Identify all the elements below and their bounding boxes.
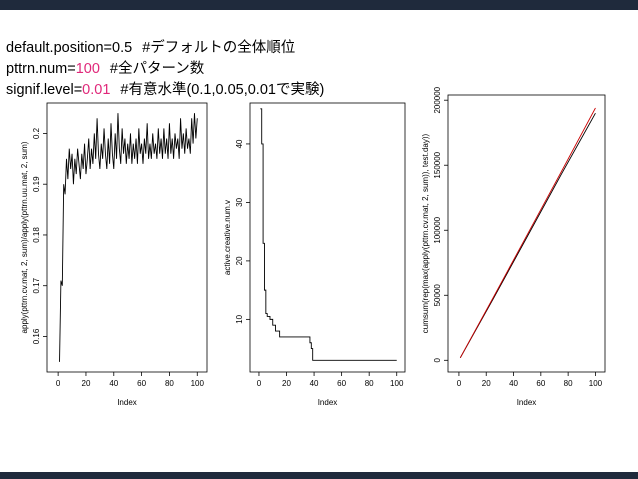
setting-value: 0.5 (112, 40, 133, 56)
y-axis-label: cumsum(rep(max(apply(pttrn.cv.mat, 2, su… (421, 133, 430, 333)
plot: 0 20 40 60 80 100 0 50000 100000 150000 200000 Inde… (421, 86, 606, 407)
x-tick-label: 0 (457, 379, 462, 388)
plot-box (46, 102, 208, 373)
series-line (260, 108, 397, 361)
x-tick-label: 80 (564, 379, 573, 388)
y-tick-label: 100000 (433, 216, 442, 243)
y-tick-label: 30 (235, 197, 244, 206)
x-tick-label: 60 (137, 379, 146, 388)
y-tick-label: 0 (433, 358, 442, 363)
x-tick-label: 20 (82, 379, 91, 388)
x-tick-label: 40 (509, 379, 518, 388)
x-axis-label: Index (117, 398, 137, 407)
y-tick-label: 200000 (433, 86, 442, 113)
x-tick-label: 100 (589, 379, 603, 388)
y-tick-label: 0.17 (32, 277, 41, 293)
setting-comment: #全パターン数 (109, 61, 205, 77)
y-axis-label: apply(pttrn.cv.mat, 2, sum)/apply(pttrn.… (20, 141, 29, 333)
x-axis-label: Index (517, 398, 537, 407)
x-tick-label: 40 (109, 379, 118, 388)
x-tick-label: 20 (482, 379, 491, 388)
setting-line: default.position=0.5 #デフォルトの全体順位 (6, 36, 295, 57)
setting-comment: #有意水準(0.1,0.05,0.01で実験) (120, 82, 325, 98)
x-tick-label: 60 (337, 379, 346, 388)
setting-value: 0.01 (82, 82, 111, 98)
y-tick-label: 0.2 (32, 127, 41, 139)
plot: 0 20 40 60 80 100 0.16 0.17 0.18 0.19 0.2 Index appl… (20, 102, 208, 407)
plot-box (447, 94, 606, 373)
x-tick-label: 80 (165, 379, 174, 388)
y-tick-label: 50000 (433, 284, 442, 307)
y-tick-label: 0.19 (32, 176, 41, 192)
x-tick-label: 20 (282, 379, 291, 388)
series-line (459, 107, 596, 358)
setting-key: pttrn.num= (6, 61, 76, 77)
top-bar (0, 0, 638, 10)
setting-line: pttrn.num=100 #全パターン数 (6, 57, 204, 78)
setting-key: default.position= (6, 40, 113, 56)
y-tick-label: 150000 (433, 151, 442, 178)
y-tick-label: 40 (235, 139, 244, 148)
plot: 0 20 40 60 80 100 10 20 30 40 Index active.creative… (223, 102, 406, 407)
setting-key: signif.level= (6, 82, 83, 98)
y-tick-label: 0.16 (32, 328, 41, 344)
x-tick-label: 80 (365, 379, 374, 388)
x-tick-label: 0 (257, 379, 262, 388)
series-line (59, 113, 198, 362)
y-tick-label: 10 (235, 314, 244, 323)
setting-line: signif.level=0.01 #有意水準(0.1,0.05,0.01で実験) (6, 78, 324, 99)
y-tick-label: 0.18 (32, 227, 41, 243)
x-tick-label: 40 (310, 379, 319, 388)
setting-comment: #デフォルトの全体順位 (142, 40, 296, 56)
x-tick-label: 60 (536, 379, 545, 388)
x-tick-label: 100 (191, 379, 205, 388)
x-tick-label: 0 (56, 379, 61, 388)
bottom-bar (0, 472, 638, 479)
y-axis-label: active.creative.num.v (223, 200, 232, 275)
plot-box (249, 102, 406, 373)
x-axis-label: Index (318, 398, 338, 407)
x-tick-label: 100 (390, 379, 404, 388)
y-tick-label: 20 (235, 256, 244, 265)
setting-value: 100 (75, 61, 100, 77)
